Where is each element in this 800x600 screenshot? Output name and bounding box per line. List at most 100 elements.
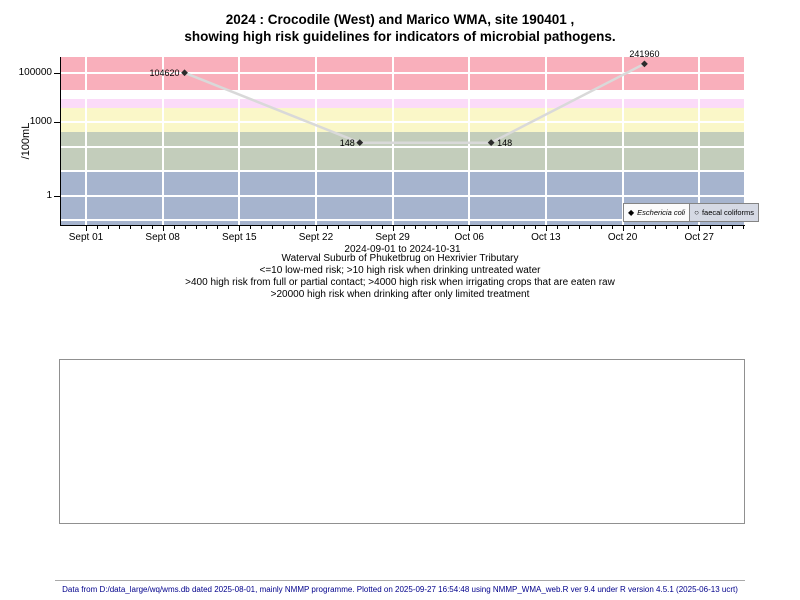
x-tick-minor (283, 226, 285, 229)
x-tick-minor (140, 226, 142, 229)
x-tick-minor (151, 226, 153, 229)
caption-guideline-line2: >400 high risk from full or partial cont… (185, 277, 615, 288)
x-tick-minor (578, 226, 580, 229)
x-tick-minor (96, 226, 98, 229)
filled-diamond-icon: ◆ (628, 207, 635, 217)
caption-guideline-line1: <=10 low-med risk; >10 high risk when dr… (259, 265, 541, 276)
x-tick-minor (666, 226, 668, 229)
y-axis-label: /100mL (20, 122, 32, 160)
x-tick-minor (721, 226, 723, 229)
y-tick (54, 195, 60, 197)
data-point-diamond (487, 139, 495, 147)
data-point-label: 148 (339, 137, 355, 148)
x-tick-minor (743, 226, 744, 229)
x-tick-minor (337, 226, 339, 229)
x-tick-minor (414, 226, 416, 229)
risk-band (61, 132, 744, 172)
risk-band (61, 90, 744, 98)
x-tick-minor (326, 226, 328, 229)
x-tick-minor (611, 226, 613, 229)
gridline-horizontal (61, 145, 744, 148)
data-point-label: 104620 (149, 67, 180, 78)
risk-band (61, 107, 744, 133)
x-tick-minor (118, 226, 120, 229)
x-tick-minor (129, 226, 131, 229)
x-tick-major (239, 226, 241, 231)
y-tick (54, 122, 60, 124)
x-tick-minor (381, 226, 383, 229)
x-tick-minor (600, 226, 602, 229)
data-point-diamond (356, 139, 364, 147)
gridline-horizontal (61, 72, 744, 75)
x-tick-major (315, 226, 317, 231)
x-tick-label: Sept 01 (68, 232, 104, 243)
gridline-vertical (314, 57, 317, 225)
x-tick-minor (184, 226, 186, 229)
x-tick-major (545, 226, 547, 231)
x-tick-minor (272, 226, 274, 229)
x-tick-label: Sept 29 (375, 232, 410, 243)
x-tick-label: Oct 06 (454, 232, 484, 243)
gridline-vertical (544, 57, 547, 225)
risk-band (61, 97, 744, 108)
x-tick-minor (206, 226, 208, 229)
legend-label: faecal coliforms (701, 208, 755, 217)
data-point-label: 148 (497, 137, 513, 148)
gridline-horizontal (61, 170, 744, 173)
open-circle-icon: ○ (694, 207, 699, 217)
chart-title-line2: showing high risk guidelines for indicat… (184, 29, 616, 44)
x-tick-minor (107, 226, 109, 229)
x-tick-major (699, 226, 701, 231)
gridline-vertical (468, 57, 471, 225)
footer-text: Data from D:/data_large/wq/wms.db dated … (62, 585, 738, 594)
x-tick-minor (710, 226, 712, 229)
x-tick-minor (644, 226, 646, 229)
x-tick-minor (250, 226, 252, 229)
gridline-vertical (391, 57, 394, 225)
gridline-horizontal (61, 194, 744, 197)
x-axis-range-label: 2024-09-01 to 2024-10-31 (344, 244, 461, 255)
x-tick-label: Sept 22 (298, 232, 334, 243)
gridline-vertical (85, 57, 87, 225)
x-tick-minor (491, 226, 493, 229)
x-tick-minor (173, 226, 175, 229)
x-tick-minor (305, 226, 306, 229)
x-tick-minor (524, 226, 525, 229)
x-tick-minor (261, 226, 263, 229)
x-tick-minor (348, 226, 350, 229)
x-tick-minor (228, 226, 230, 229)
legend-entry-escherichia-coli: ◆ Eschericia coli (623, 203, 691, 222)
x-tick-label: Oct 13 (531, 232, 561, 243)
x-tick-minor (425, 226, 427, 229)
x-tick-minor (294, 226, 296, 229)
x-tick-minor (436, 226, 438, 229)
x-tick-minor (589, 226, 591, 229)
x-tick-minor (403, 226, 405, 229)
x-tick-minor (502, 226, 504, 229)
x-tick-minor (688, 226, 690, 229)
data-point-diamond (641, 60, 648, 68)
x-tick-minor (556, 226, 558, 229)
x-tick-minor (359, 226, 361, 229)
y-tick (54, 73, 60, 75)
y-tick-label: 1000 (29, 116, 52, 128)
chart-title-line1: 2024 : Crocodile (West) and Marico WMA, … (225, 12, 575, 27)
caption-site-line: Waterval Suburb of Phuketbrug on Hexrivi… (281, 253, 519, 264)
x-tick-label: Oct 20 (607, 232, 638, 243)
empty-panel (59, 359, 745, 524)
gridline-horizontal (61, 121, 744, 124)
x-tick-minor (458, 226, 460, 229)
data-point-label: 241960 (629, 48, 660, 59)
x-tick-minor (567, 226, 569, 229)
x-tick-label: Sept 08 (145, 232, 180, 243)
caption-guideline-line3: >20000 high risk when drinking after onl… (270, 289, 530, 300)
gridline-vertical (238, 57, 241, 225)
x-tick-major (86, 226, 87, 231)
footer-divider (55, 580, 745, 581)
x-tick-label: Oct 27 (684, 232, 714, 243)
series-line (184, 62, 645, 144)
gridline-vertical (621, 57, 624, 225)
data-point-diamond (181, 69, 188, 77)
y-tick-label: 1 (46, 189, 52, 201)
